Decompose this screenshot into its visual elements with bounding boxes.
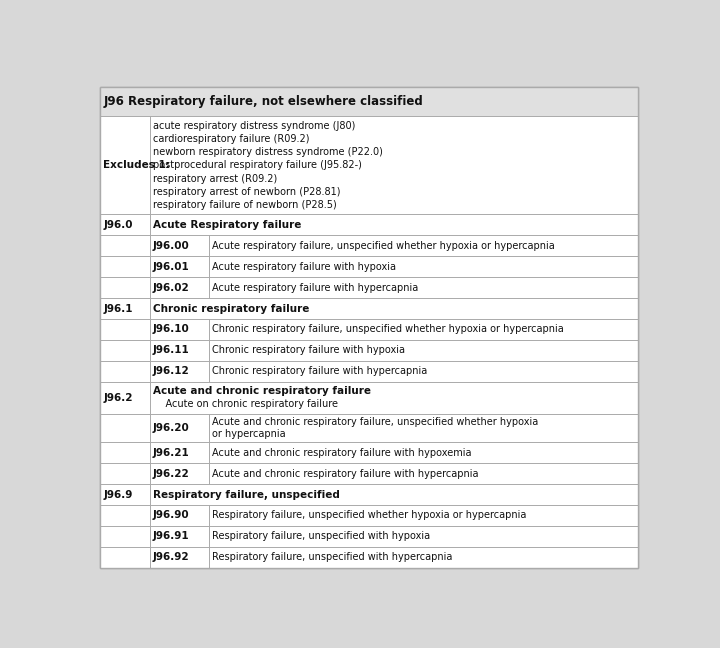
Text: Respiratory failure, unspecified whether hypoxia or hypercapnia: Respiratory failure, unspecified whether… xyxy=(212,511,526,520)
Bar xyxy=(100,484,638,505)
Text: acute respiratory distress syndrome (J80): acute respiratory distress syndrome (J80… xyxy=(153,121,355,132)
Text: J96.00: J96.00 xyxy=(153,241,189,251)
Bar xyxy=(100,547,638,568)
Bar xyxy=(100,526,638,547)
Text: Acute and chronic respiratory failure with hypercapnia: Acute and chronic respiratory failure wi… xyxy=(212,469,479,479)
Text: Acute and chronic respiratory failure with hypoxemia: Acute and chronic respiratory failure wi… xyxy=(212,448,472,457)
Text: or hypercapnia: or hypercapnia xyxy=(212,429,286,439)
Text: respiratory arrest (R09.2): respiratory arrest (R09.2) xyxy=(153,174,277,183)
Text: Chronic respiratory failure: Chronic respiratory failure xyxy=(153,303,310,314)
Text: Acute respiratory failure with hypercapnia: Acute respiratory failure with hypercapn… xyxy=(212,283,418,293)
Text: cardiorespiratory failure (R09.2): cardiorespiratory failure (R09.2) xyxy=(153,134,310,145)
Text: J96.90: J96.90 xyxy=(153,511,189,520)
Text: J96.0: J96.0 xyxy=(104,220,133,230)
Text: J96.21: J96.21 xyxy=(153,448,189,457)
Text: Acute respiratory failure, unspecified whether hypoxia or hypercapnia: Acute respiratory failure, unspecified w… xyxy=(212,241,555,251)
Text: J96.01: J96.01 xyxy=(153,262,189,272)
Bar xyxy=(100,361,638,382)
Text: J96.10: J96.10 xyxy=(153,325,189,334)
Text: Acute and chronic respiratory failure: Acute and chronic respiratory failure xyxy=(153,386,371,397)
Text: Excludes 1:: Excludes 1: xyxy=(104,161,170,170)
Text: Respiratory failure, unspecified with hypoxia: Respiratory failure, unspecified with hy… xyxy=(212,531,430,541)
Bar xyxy=(100,443,638,463)
Text: J96.9: J96.9 xyxy=(104,489,132,500)
Bar xyxy=(100,298,638,319)
Text: Chronic respiratory failure with hypoxia: Chronic respiratory failure with hypoxia xyxy=(212,345,405,355)
Bar xyxy=(100,413,638,443)
Bar xyxy=(100,463,638,484)
Bar xyxy=(100,382,638,413)
Text: respiratory arrest of newborn (P28.81): respiratory arrest of newborn (P28.81) xyxy=(153,187,341,196)
Text: newborn respiratory distress syndrome (P22.0): newborn respiratory distress syndrome (P… xyxy=(153,147,383,157)
Text: Acute and chronic respiratory failure, unspecified whether hypoxia: Acute and chronic respiratory failure, u… xyxy=(212,417,539,427)
Text: J96.11: J96.11 xyxy=(153,345,189,355)
Text: J96.1: J96.1 xyxy=(104,303,133,314)
Text: Acute on chronic respiratory failure: Acute on chronic respiratory failure xyxy=(153,399,338,409)
Bar xyxy=(100,319,638,340)
Text: J96 Respiratory failure, not elsewhere classified: J96 Respiratory failure, not elsewhere c… xyxy=(104,95,423,108)
Text: Respiratory failure, unspecified: Respiratory failure, unspecified xyxy=(153,489,340,500)
Text: J96.20: J96.20 xyxy=(153,423,189,433)
Text: Respiratory failure, unspecified with hypercapnia: Respiratory failure, unspecified with hy… xyxy=(212,552,452,562)
Bar xyxy=(100,235,638,256)
Bar xyxy=(100,214,638,235)
Text: Acute respiratory failure with hypoxia: Acute respiratory failure with hypoxia xyxy=(212,262,396,272)
Bar xyxy=(100,277,638,298)
Text: Acute Respiratory failure: Acute Respiratory failure xyxy=(153,220,301,230)
Text: J96.92: J96.92 xyxy=(153,552,189,562)
Text: J96.12: J96.12 xyxy=(153,366,189,376)
Bar xyxy=(100,340,638,361)
Bar xyxy=(100,117,638,214)
Text: Chronic respiratory failure, unspecified whether hypoxia or hypercapnia: Chronic respiratory failure, unspecified… xyxy=(212,325,564,334)
Text: J96.2: J96.2 xyxy=(104,393,133,402)
Bar xyxy=(100,256,638,277)
Text: Chronic respiratory failure with hypercapnia: Chronic respiratory failure with hyperca… xyxy=(212,366,427,376)
Text: J96.02: J96.02 xyxy=(153,283,189,293)
Bar xyxy=(100,87,638,117)
Text: postprocedural respiratory failure (J95.82-): postprocedural respiratory failure (J95.… xyxy=(153,161,361,170)
Text: J96.22: J96.22 xyxy=(153,469,189,479)
Text: respiratory failure of newborn (P28.5): respiratory failure of newborn (P28.5) xyxy=(153,200,337,209)
Bar xyxy=(100,505,638,526)
Text: J96.91: J96.91 xyxy=(153,531,189,541)
